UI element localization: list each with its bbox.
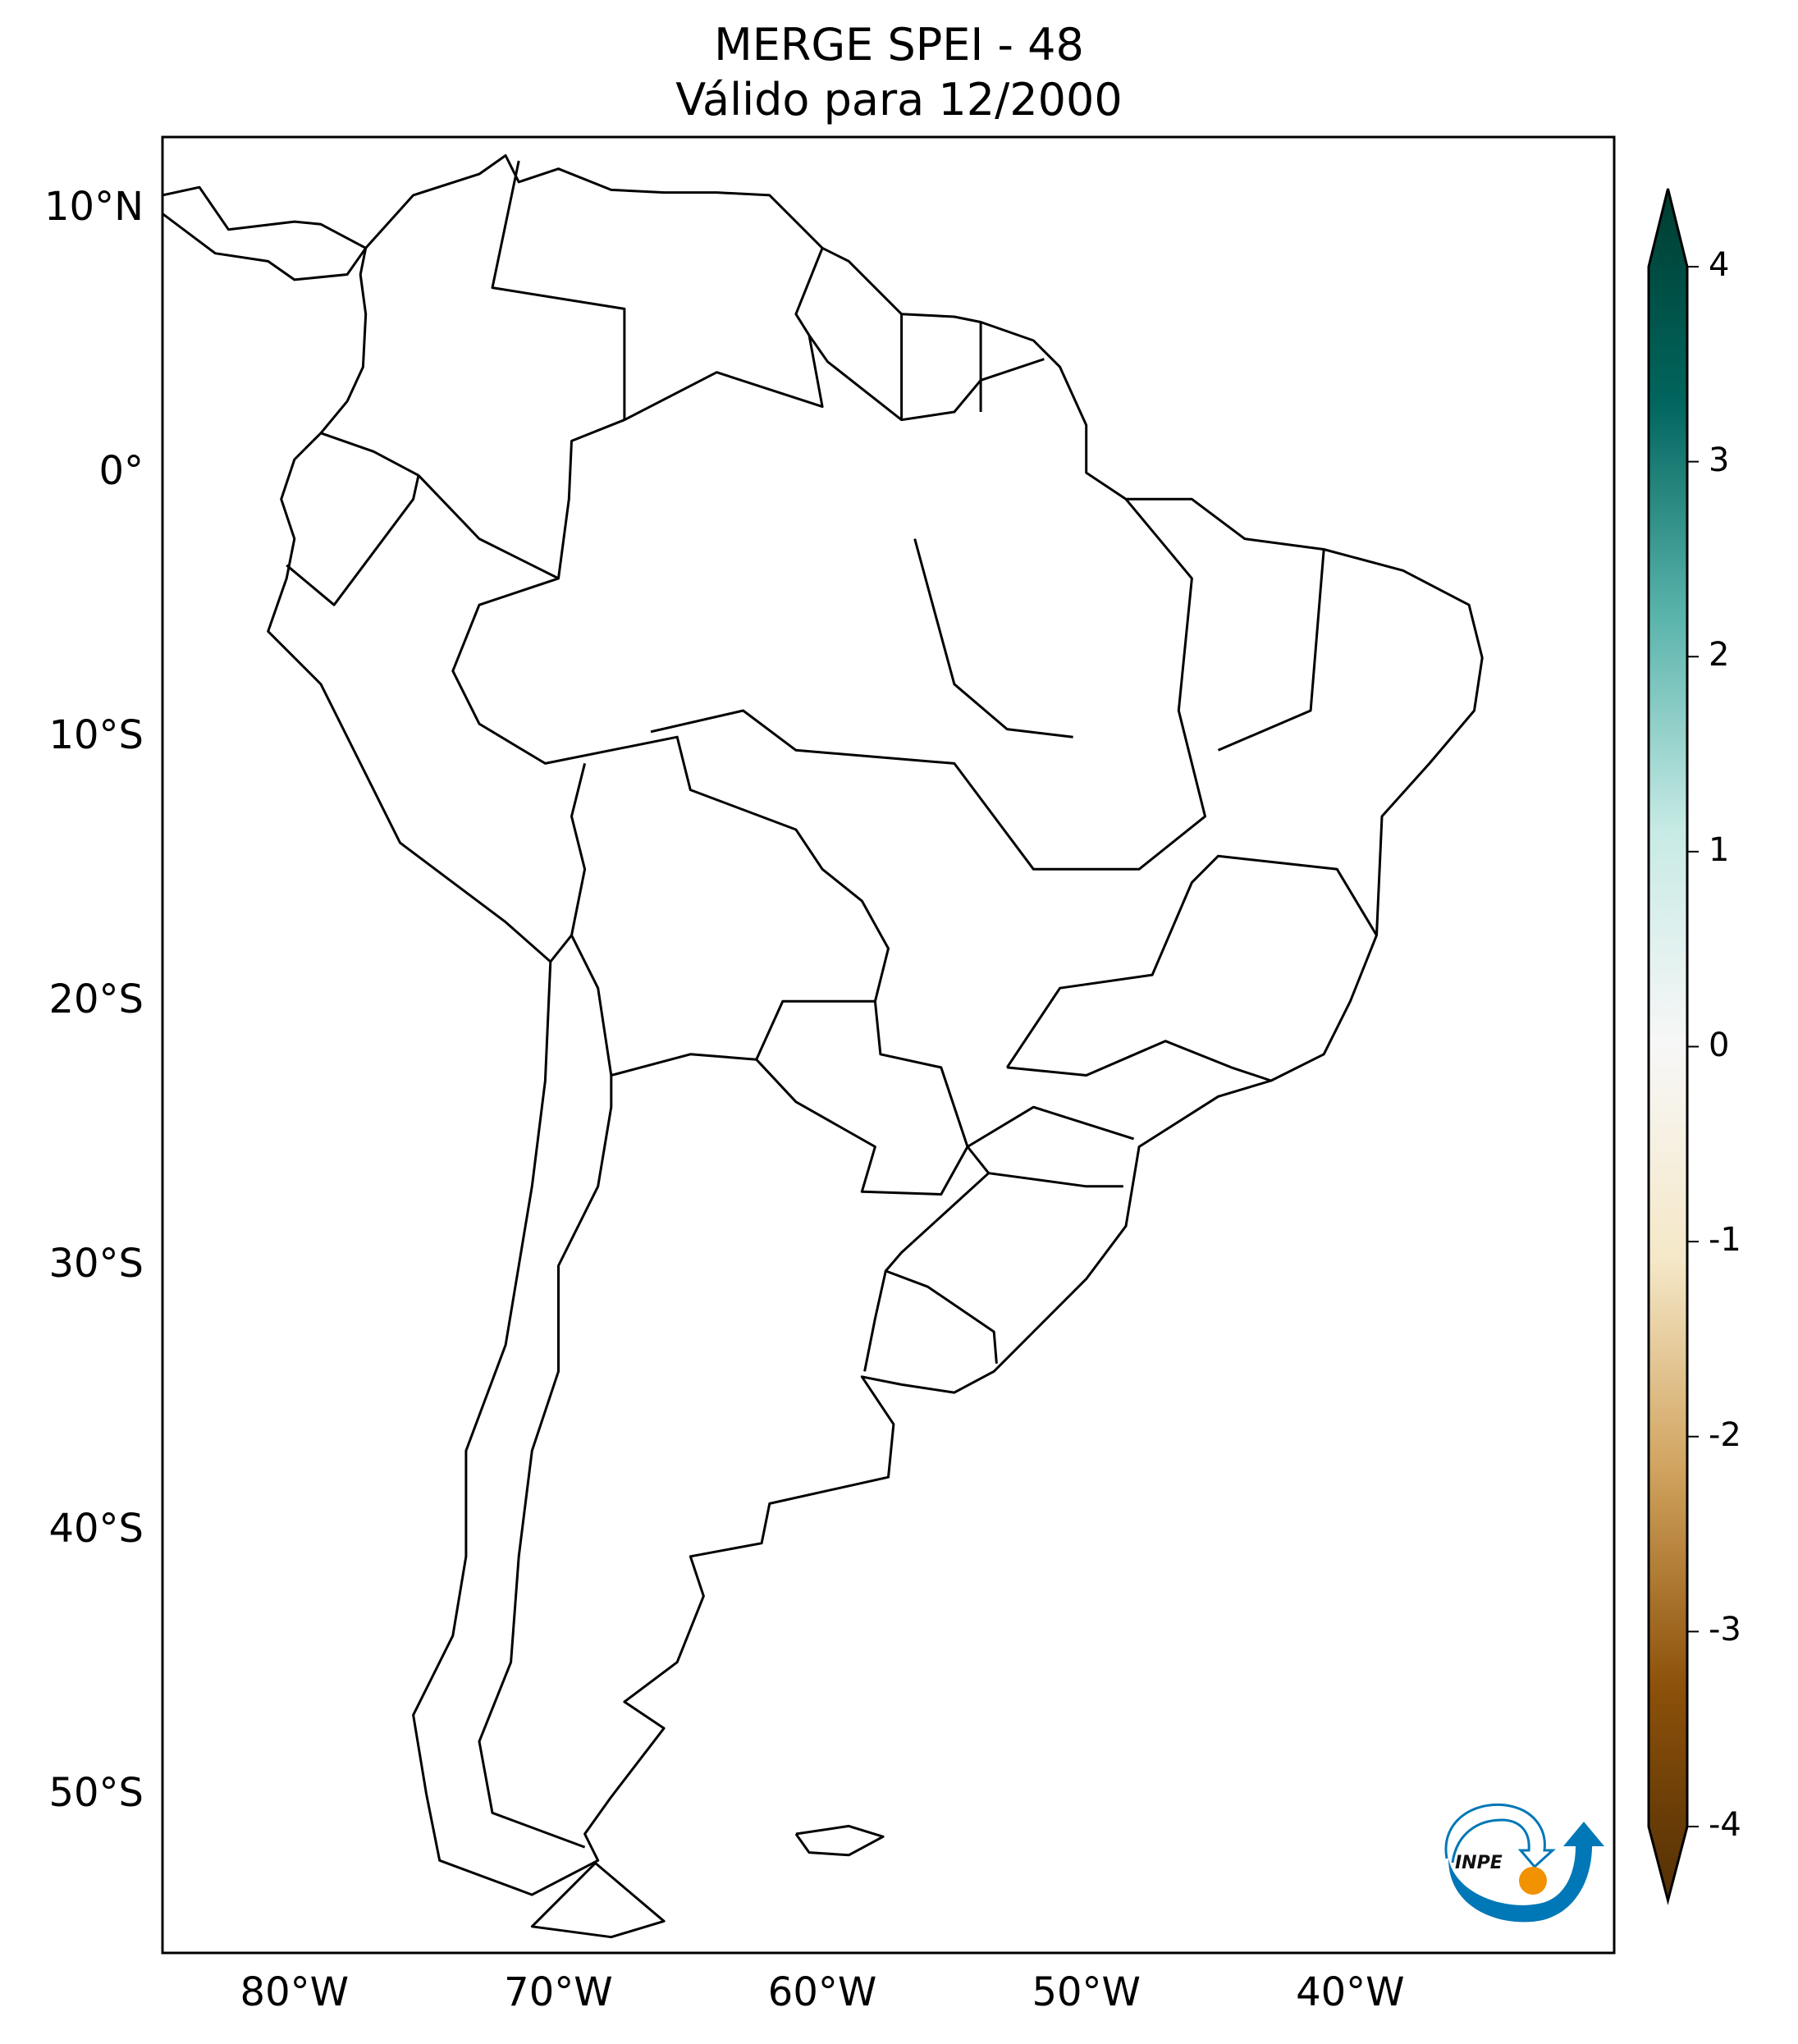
coastline-falklands: [794, 1824, 885, 1857]
border-brazil-states-4: [1005, 854, 1378, 1068]
lon-tick-label: 40°W: [1296, 1969, 1405, 2015]
border-brazil-states-3: [1217, 549, 1325, 752]
border-peru-bolivia: [549, 763, 587, 963]
map-title: MERGE SPEI - 48: [714, 19, 1084, 71]
lon-tick-label: 50°W: [1032, 1969, 1141, 2015]
border-brazil-states-1: [650, 498, 1206, 871]
colorbar-tick-label: 0: [1709, 1026, 1730, 1064]
colorbar-bar: [1647, 188, 1689, 1905]
lat-tick-label: 0°: [98, 448, 144, 495]
border-brazil-north: [807, 334, 1045, 422]
colorbar-ticks: [1687, 266, 1699, 1827]
lon-tick-label: 60°W: [767, 1969, 877, 2015]
border-ecuador-peru: [286, 474, 420, 606]
lat-tick-label: 20°S: [48, 976, 144, 1023]
border-brazil-west: [451, 335, 998, 1364]
border-bolivia-chile: [570, 935, 613, 1076]
map-subtitle: Válido para 12/2000: [675, 74, 1123, 126]
svg-text:INPE: INPE: [1455, 1853, 1503, 1873]
colorbar-tick-label: 4: [1709, 246, 1730, 284]
map-axes-frame: [161, 135, 1616, 1955]
inpe-logo: INPE: [1444, 1803, 1604, 1923]
border-uruguay-argentina: [863, 1270, 887, 1372]
border-brazil-states-2: [913, 538, 1073, 738]
lat-tick-label: 10°S: [48, 712, 144, 759]
coastline-central-america: [162, 185, 368, 281]
colorbar-tick-label: -3: [1709, 1611, 1741, 1649]
lat-tick-label: 30°S: [48, 1241, 144, 1287]
border-bolivia-argentina-paraguay: [611, 999, 876, 1077]
coastline-tierra-del-fuego: [530, 1862, 666, 1939]
border-colombia-ecuador: [320, 432, 419, 477]
colorbar-tick-label: -2: [1709, 1415, 1741, 1454]
border-colombia-peru: [417, 474, 560, 580]
colorbar-tick-label: 1: [1709, 830, 1730, 869]
lat-tick-label: 50°S: [48, 1769, 144, 1816]
colorbar-tick-label: 2: [1709, 636, 1730, 674]
coastline-south-america: [267, 154, 1484, 1896]
border-colombia-venezuela: [491, 160, 626, 420]
lat-tick-label: 40°S: [48, 1505, 144, 1552]
border-brazil-states-5: [1007, 1040, 1272, 1082]
border-venezuela-guyana: [794, 247, 824, 336]
lat-tick-label: 10°N: [44, 183, 144, 230]
border-brazil-states-7: [988, 1172, 1123, 1188]
border-chile-argentina: [478, 1075, 613, 1849]
lon-tick-label: 80°W: [240, 1969, 350, 2015]
colorbar: [1647, 188, 1699, 1905]
colorbar-tick-label: -1: [1709, 1221, 1741, 1260]
lon-tick-label: 70°W: [504, 1969, 613, 2015]
border-paraguay-argentina: [755, 1059, 969, 1196]
border-brazil-states-6: [967, 1105, 1135, 1148]
coastlines-and-borders: [162, 154, 1484, 1939]
colorbar-tick-label: 3: [1709, 441, 1730, 479]
colorbar-tick-label: -4: [1709, 1806, 1741, 1844]
